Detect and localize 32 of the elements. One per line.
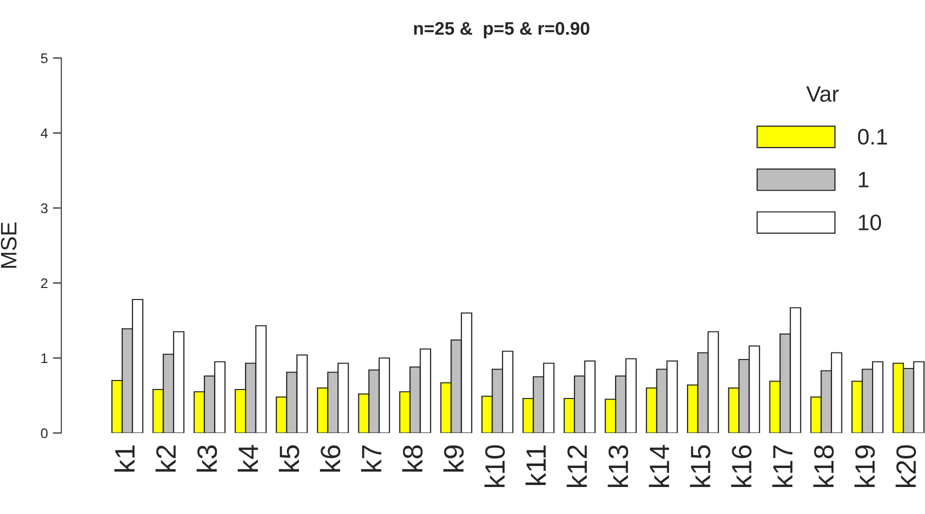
x-tick-label: k4 [238,444,258,472]
x-tick-label: k14 [648,444,670,488]
x-tick-label: k10 [484,445,505,488]
y-tick-label: 0 [40,428,48,438]
legend-label: 1 [858,172,868,188]
y-tick-label: 5 [40,53,48,64]
x-tick-label: k17 [772,446,792,488]
x-tick-label: k2 [156,446,176,472]
x-tick-label: k19 [854,445,875,488]
y-tick-label: 4 [40,128,48,138]
x-tick-label: k1 [114,445,135,472]
y-tick-label: 1 [41,353,48,364]
y-axis-title: MSE [0,222,17,268]
x-tick-label: k3 [196,445,218,472]
x-tick-label: k20 [896,445,916,488]
x-tick-label: k16 [731,445,752,488]
x-tick-label: k15 [690,445,710,488]
y-tick-label: 3 [40,203,48,214]
x-tick-label: k5 [278,445,300,472]
x-tick-label: k7 [361,446,382,472]
x-tick-label: k8 [402,445,423,472]
x-tick-label: k12 [566,446,587,488]
x-tick-label: k6 [320,445,340,472]
x-tick-label: k18 [813,445,834,488]
x-tick-label: k11 [526,445,546,485]
x-tick-label: k13 [608,445,628,488]
chart-title: n=25 & p=5 & r=0.90 [414,22,590,38]
y-tick-label: 2 [41,278,48,288]
x-tick-label: k9 [443,445,464,472]
legend-title: Var [806,86,839,102]
legend-label: 10 [858,214,882,230]
legend-label: 0.1 [858,128,887,145]
